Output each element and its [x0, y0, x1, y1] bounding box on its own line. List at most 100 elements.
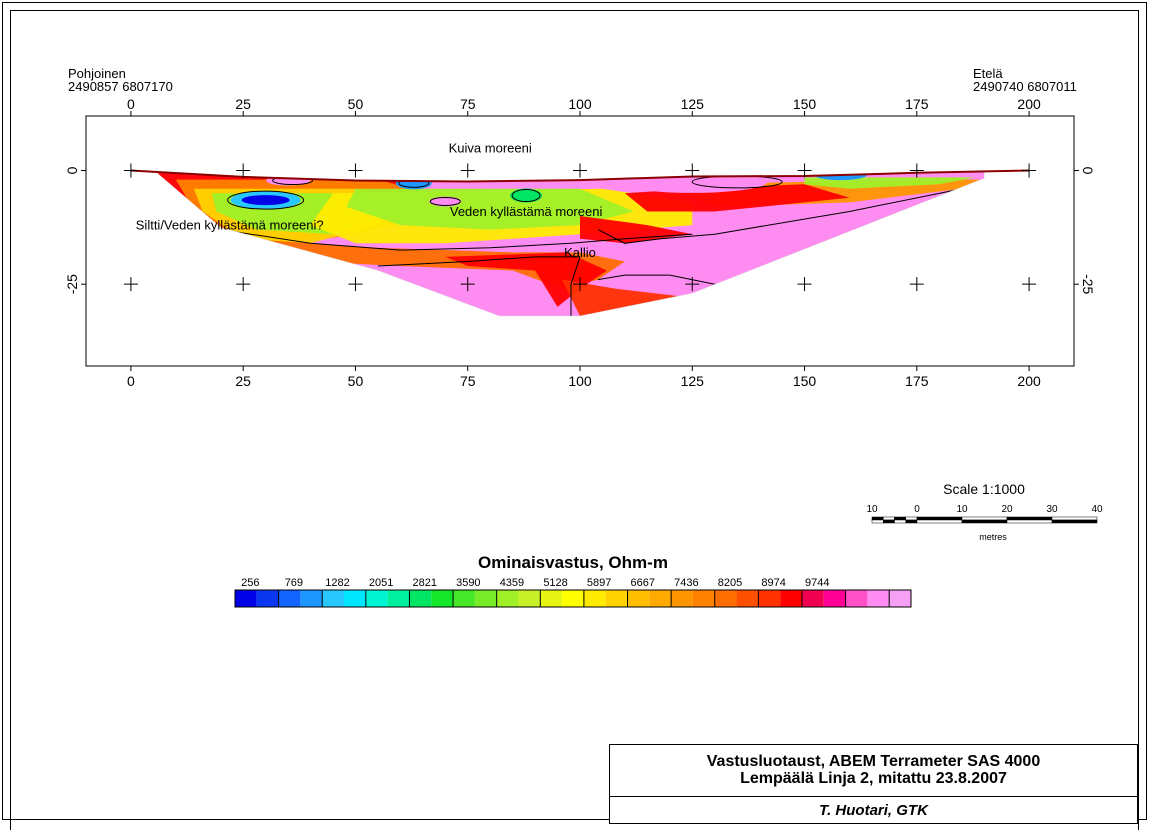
scale-seg — [871, 519, 884, 524]
contour-line-2 — [597, 183, 985, 244]
surface-line — [130, 169, 1030, 183]
grid-cross — [573, 163, 587, 178]
scale-seg — [961, 516, 1008, 521]
title-author: T. Huotari, GTK — [819, 802, 928, 819]
x-tick-label-top: 25 — [235, 96, 251, 112]
zone-pink-mid — [429, 196, 462, 207]
title-line1: Vastusluotaust, ABEM Terrameter SAS 4000 — [706, 753, 1041, 770]
legend-swatch — [714, 590, 737, 607]
legend-swatch — [256, 590, 279, 607]
x-tick-label-top: 175 — [905, 96, 929, 112]
scale-seg — [1006, 516, 1053, 521]
zone-green-east — [804, 177, 976, 189]
x-tick-label-bottom: 200 — [1017, 373, 1041, 389]
annotation-2: Siltti/Veden kyllästämä moreeni? — [136, 218, 324, 233]
scale-seg — [905, 516, 918, 521]
scale-unit: metres — [979, 532, 1007, 542]
title-line2: Lempäälä Linja 2, mitattu 23.8.2007 — [740, 770, 1007, 787]
scale-seg — [871, 516, 884, 521]
legend-swatch — [496, 590, 519, 607]
legend-swatch — [540, 590, 563, 607]
scale-seg — [1051, 516, 1098, 521]
scale-seg — [961, 519, 1008, 524]
y-tick-label-left: -25 — [64, 274, 80, 294]
legend-swatch — [736, 590, 759, 607]
x-tick-label-bottom: 75 — [460, 373, 476, 389]
y-tick-label-right: 0 — [1080, 167, 1096, 175]
annotation-0: Kuiva moreeni — [449, 140, 532, 155]
x-tick-label-bottom: 0 — [127, 373, 135, 389]
scale-tick-label: 10 — [956, 504, 968, 515]
legend-label: 2051 — [369, 577, 393, 589]
legend-label: 769 — [285, 577, 303, 589]
grid-cross — [236, 277, 251, 292]
legend-swatch — [801, 590, 824, 607]
legend-label: 2821 — [412, 577, 436, 589]
grid-cross — [348, 277, 363, 292]
legend-swatch — [649, 590, 672, 607]
legend-swatch — [278, 590, 301, 607]
x-tick-label-top: 50 — [348, 96, 364, 112]
legend-swatch — [562, 590, 584, 607]
legend-swatch — [235, 590, 257, 607]
scale-seg — [894, 519, 906, 524]
legend-title: Ominaisvastus, Ohm-m — [478, 553, 668, 572]
x-tick-label-top: 150 — [793, 96, 817, 112]
contour-loop-0 — [227, 190, 305, 210]
legend-swatch — [344, 590, 366, 607]
x-tick-label-top: 0 — [127, 96, 135, 112]
scale-seg — [916, 519, 963, 524]
grid-cross — [909, 163, 924, 178]
annotation-3: Kallio — [564, 245, 596, 260]
x-tick-label-bottom: 150 — [793, 373, 817, 389]
contour-line-1 — [377, 256, 580, 267]
scale-seg — [1051, 519, 1098, 524]
x-tick-label-bottom: 100 — [568, 373, 592, 389]
north-coords: 2490857 6807170 — [68, 79, 173, 94]
scale-tick-label: 40 — [1091, 504, 1103, 515]
legend-swatch — [889, 590, 911, 607]
annotation-1: Veden kyllästämä moreeni — [450, 204, 603, 219]
scale-seg — [894, 516, 906, 521]
scale-tick-label: 30 — [1046, 504, 1058, 515]
legend-label: 9744 — [805, 577, 829, 589]
x-tick-label-bottom: 175 — [905, 373, 929, 389]
legend-swatch — [845, 590, 868, 607]
legend-label: 4359 — [500, 577, 524, 589]
legend-label: 1282 — [325, 577, 349, 589]
grid-cross — [460, 163, 475, 178]
legend-swatch — [605, 590, 628, 607]
legend-swatch — [671, 590, 693, 607]
legend-swatch — [453, 590, 475, 607]
grid-cross — [123, 277, 138, 292]
legend-label: 3590 — [456, 577, 480, 589]
grid-cross — [1022, 163, 1037, 178]
grid-cross — [348, 163, 363, 178]
contour-loop-5 — [429, 196, 461, 206]
legend-frame — [234, 589, 912, 608]
legend-swatch — [409, 590, 432, 607]
grid-cross — [909, 277, 924, 292]
zone-green-pocket — [510, 188, 543, 203]
y-tick-label-left: 0 — [64, 166, 80, 174]
scale-title: Scale 1:1000 — [943, 481, 1025, 497]
legend-label: 5897 — [587, 577, 611, 589]
zone-green-mid — [346, 188, 634, 230]
legend-label: 5128 — [543, 577, 567, 589]
contour-line-0 — [220, 229, 693, 251]
north-label: Pohjoinen — [68, 66, 126, 81]
x-tick-label-top: 125 — [681, 96, 705, 112]
legend-swatch — [758, 590, 781, 607]
grid-cross — [123, 163, 138, 178]
legend-swatch — [823, 590, 846, 607]
grid-cross — [1022, 277, 1037, 292]
legend-swatch — [387, 590, 410, 607]
scale-seg — [883, 516, 895, 521]
title-block: Vastusluotaust, ABEM Terrameter SAS 4000… — [609, 744, 1138, 824]
contour-line-4 — [570, 256, 581, 316]
grid-cross — [460, 277, 475, 292]
legend-label: 256 — [241, 577, 259, 589]
legend-label: 8974 — [761, 577, 785, 589]
legend-swatch — [780, 590, 802, 607]
